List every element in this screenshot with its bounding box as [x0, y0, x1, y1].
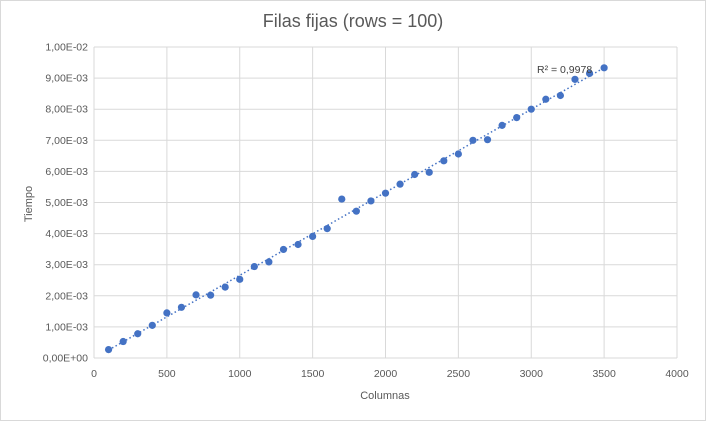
x-tick-label: 2000 — [374, 368, 398, 380]
x-tick-label: 1500 — [301, 368, 325, 380]
data-point — [309, 232, 317, 240]
data-point — [469, 136, 477, 144]
data-point — [338, 195, 346, 203]
data-point — [600, 64, 608, 72]
data-point — [381, 189, 390, 197]
x-tick-label: 3500 — [592, 368, 616, 380]
data-point — [542, 95, 550, 103]
data-point — [556, 91, 565, 100]
x-axis-label: Columnas — [360, 390, 410, 402]
data-point — [323, 225, 331, 233]
data-point — [104, 346, 113, 354]
x-tick-label: 3000 — [520, 368, 544, 380]
data-point — [250, 262, 258, 271]
y-tick-label: 4,00E-03 — [45, 228, 88, 240]
data-point — [221, 283, 229, 291]
data-point — [148, 321, 156, 329]
data-point — [294, 240, 302, 249]
x-gridlines — [93, 47, 678, 358]
x-tick-label: 1000 — [228, 368, 252, 380]
chart-title: Filas fijas (rows = 100) — [263, 11, 444, 31]
data-point — [207, 291, 215, 299]
r-squared-annotation: R² = 0,9978 — [537, 64, 592, 76]
x-tick-label: 2500 — [447, 368, 471, 380]
data-point — [265, 258, 273, 266]
data-point — [119, 337, 127, 346]
data-point — [177, 303, 186, 311]
x-tick-labels: 0 500 1000 1500 2000 2500 3000 3500 4000 — [91, 368, 689, 380]
data-point — [483, 136, 492, 144]
y-tick-label: 9,00E-03 — [45, 73, 88, 85]
data-point — [279, 245, 288, 254]
y-tick-label: 7,00E-03 — [45, 135, 88, 147]
data-point — [163, 309, 171, 317]
y-axis-label: Tiempo — [23, 186, 35, 222]
data-point — [396, 180, 404, 188]
data-point — [440, 157, 448, 165]
data-point — [513, 113, 521, 122]
data-point — [134, 330, 142, 338]
data-point — [585, 69, 594, 78]
data-point — [411, 170, 419, 179]
data-points — [104, 64, 608, 354]
data-point — [454, 150, 462, 158]
x-tick-label: 0 — [91, 368, 97, 380]
y-tick-label: 0,00E+00 — [43, 353, 88, 365]
y-tick-label: 1,00E-03 — [45, 321, 88, 333]
data-point — [571, 75, 579, 83]
y-tick-labels: 0,00E+00 1,00E-03 2,00E-03 3,00E-03 4,00E-03… — [43, 42, 88, 365]
x-tick-label: 4000 — [665, 368, 689, 380]
y-tick-label: 5,00E-03 — [45, 197, 88, 209]
data-point — [498, 121, 506, 129]
y-tick-label: 8,00E-03 — [45, 104, 88, 116]
data-point — [192, 291, 200, 299]
y-tick-label: 6,00E-03 — [45, 166, 88, 178]
data-point — [352, 207, 360, 215]
data-point — [527, 105, 535, 113]
y-tick-label: 3,00E-03 — [45, 259, 88, 271]
data-point — [367, 197, 375, 205]
x-tick-label: 500 — [158, 368, 176, 380]
data-point — [236, 275, 244, 283]
y-tick-label: 2,00E-03 — [45, 290, 88, 302]
y-tick-label: 1,00E-02 — [45, 42, 88, 54]
data-point — [425, 168, 433, 176]
